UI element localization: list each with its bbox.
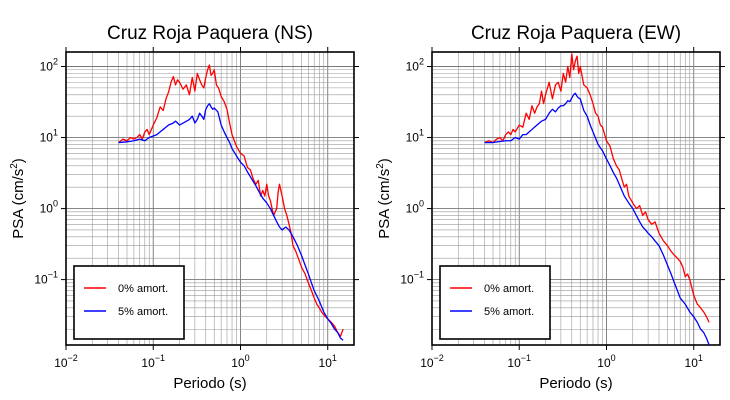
y-tick-label: 102 <box>40 56 58 73</box>
series-group <box>118 64 344 341</box>
legend-label: 5% amort. <box>118 306 168 318</box>
axis-ticks <box>427 47 725 350</box>
y-tick-label: 100 <box>40 199 58 216</box>
tick-exponent: −1 <box>521 353 531 363</box>
series-line-undamped <box>118 64 344 337</box>
y-axis-label-text: PSA (cm/s <box>10 169 27 239</box>
series-line-damped <box>118 102 344 341</box>
tick-exponent: −1 <box>414 270 424 280</box>
x-tick-label: 10−2 <box>420 353 444 370</box>
legend: 0% amort. 5% amort. <box>73 265 185 340</box>
x-tick-label: 10−1 <box>141 353 165 370</box>
tick-base: 10 <box>54 356 68 370</box>
tick-exponent: 2 <box>419 56 424 66</box>
tick-base: 10 <box>400 273 414 287</box>
x-tick-label: 10−1 <box>507 353 531 370</box>
series-line-undamped <box>484 53 710 323</box>
tick-base: 10 <box>319 356 333 370</box>
y-tick-label: 100 <box>406 199 424 216</box>
tick-base: 10 <box>406 59 420 73</box>
tick-base: 10 <box>420 356 434 370</box>
tick-base: 10 <box>34 273 48 287</box>
grid <box>431 52 721 345</box>
tick-exponent: 0 <box>245 353 250 363</box>
x-tick-label: 101 <box>319 353 337 370</box>
tick-exponent: 0 <box>611 353 616 363</box>
tick-exponent: 0 <box>419 199 424 209</box>
legend-box <box>439 265 551 340</box>
chart-title: Cruz Roja Paquera (NS) <box>107 23 313 44</box>
tick-base: 10 <box>507 356 521 370</box>
tick-exponent: 1 <box>419 128 424 138</box>
tick-base: 10 <box>685 356 699 370</box>
x-axis-label: Periodo (s) <box>173 375 246 392</box>
y-axis-label: PSA (cm/s2) <box>9 158 27 239</box>
tick-base: 10 <box>141 356 155 370</box>
tick-exponent: 1 <box>53 128 58 138</box>
tick-base: 10 <box>406 131 420 145</box>
y-axis-label-suffix: ) <box>10 158 27 163</box>
tick-exponent: 1 <box>332 353 337 363</box>
legend-box <box>73 265 185 340</box>
tick-base: 10 <box>40 202 54 216</box>
legend-label: 5% amort. <box>484 306 534 318</box>
legend-label: 0% amort. <box>118 283 168 295</box>
y-tick-label: 10−1 <box>34 270 58 287</box>
series-line-damped <box>484 92 710 345</box>
tick-base: 10 <box>40 131 54 145</box>
tick-base: 10 <box>40 59 54 73</box>
x-tick-label: 101 <box>685 353 703 370</box>
y-axis-label-suffix: ) <box>376 158 393 163</box>
x-tick-label: 100 <box>597 353 615 370</box>
x-tick-label: 10−2 <box>54 353 78 370</box>
tick-exponent: 2 <box>53 56 58 66</box>
axis-ticks <box>61 47 359 350</box>
tick-base: 10 <box>406 202 420 216</box>
tick-exponent: 0 <box>53 199 58 209</box>
tick-exponent: −2 <box>434 353 444 363</box>
y-axis-label-exponent: 2 <box>375 163 386 169</box>
tick-exponent: −2 <box>68 353 78 363</box>
y-tick-label: 101 <box>406 128 424 145</box>
series-group <box>484 53 710 345</box>
grid <box>65 52 355 345</box>
y-axis-label-text: PSA (cm/s <box>376 169 393 239</box>
tick-exponent: 1 <box>698 353 703 363</box>
y-tick-label: 102 <box>406 56 424 73</box>
y-axis-label-exponent: 2 <box>9 163 20 169</box>
y-axis-label: PSA (cm/s2) <box>375 158 393 239</box>
tick-exponent: −1 <box>155 353 165 363</box>
legend: 0% amort. 5% amort. <box>439 265 551 340</box>
y-tick-label: 101 <box>40 128 58 145</box>
tick-exponent: −1 <box>48 270 58 280</box>
x-axis-label: Periodo (s) <box>539 375 612 392</box>
plot-frame <box>431 51 721 346</box>
legend-label: 0% amort. <box>484 283 534 295</box>
tick-base: 10 <box>597 356 611 370</box>
x-tick-label: 100 <box>231 353 249 370</box>
plot-frame <box>65 51 355 346</box>
chart-title: Cruz Roja Paquera (EW) <box>471 23 681 44</box>
y-tick-label: 10−1 <box>400 270 424 287</box>
tick-base: 10 <box>231 356 245 370</box>
